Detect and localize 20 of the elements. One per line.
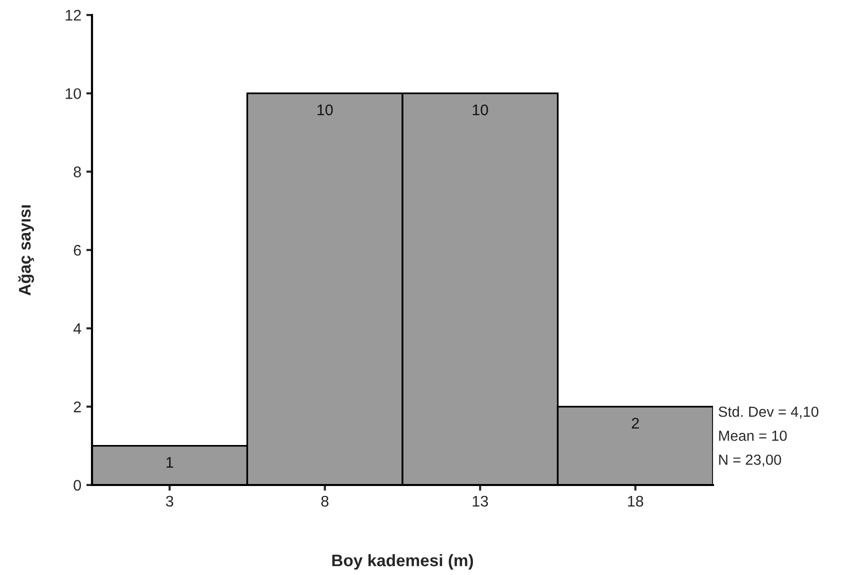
y-axis-title: Ağaç sayısı [18,205,34,296]
y-tick-label: 2 [74,402,81,412]
y-tick-label: 8 [74,166,81,178]
text: N = 23,00 [719,454,782,467]
text: Mean = 10 [719,430,787,441]
data-label: 10 [472,104,488,116]
data-label: 10 [318,104,333,116]
y-tick-label: 6 [74,244,81,256]
y-tick-label: 12 [66,10,81,21]
x-tick-label: 3 [166,496,174,507]
x-tick-label: 8 [321,496,328,507]
y-tick-label: 4 [73,323,82,334]
x-axis-title: Boy kademesi (m) [332,554,473,570]
y-tick-label: 0 [74,480,81,491]
x-tick-label: 13 [472,496,488,507]
x-tick-label: 18 [628,496,644,507]
data-label: 1 [166,457,174,468]
text: Std. Dev = 4,10 [718,406,818,419]
data-label: 2 [632,418,639,428]
y-tick-label: 10 [66,88,81,100]
